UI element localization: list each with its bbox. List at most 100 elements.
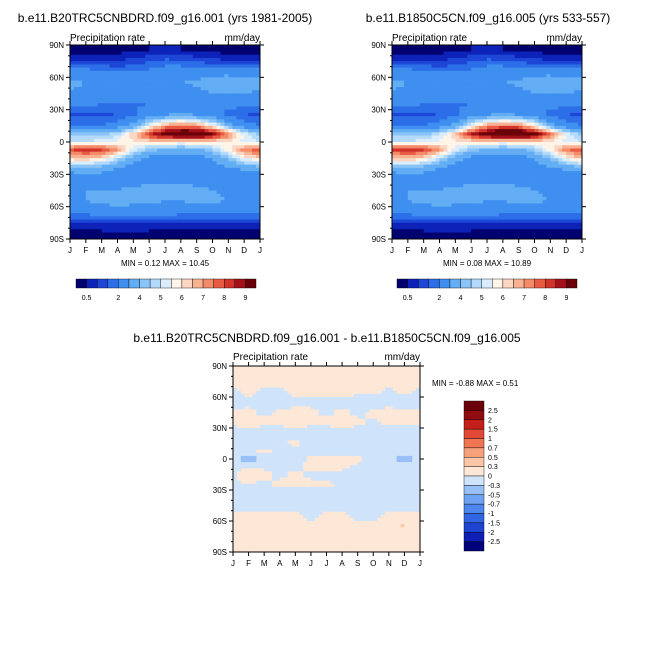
heatmap-cell	[117, 125, 122, 130]
heatmap-cell	[407, 174, 413, 178]
heatmap-cell	[403, 61, 409, 65]
heatmap-cell	[471, 125, 476, 130]
heatmap-cell	[570, 154, 575, 159]
heatmap-cell	[216, 193, 221, 198]
heatmap-cell	[248, 132, 253, 136]
heatmap-cell	[184, 61, 190, 65]
heatmap-cell	[224, 219, 229, 224]
heatmap-cell	[451, 171, 456, 175]
heatmap-cell	[117, 154, 122, 159]
heatmap-cell	[236, 93, 241, 98]
heatmap-cell	[479, 158, 484, 162]
heatmap-cell	[451, 129, 456, 133]
heatmap-cell	[550, 135, 555, 140]
heatmap-cell	[113, 48, 118, 52]
heatmap-cell	[471, 148, 476, 153]
heatmap-cell	[455, 158, 460, 162]
heatmap-cell	[502, 148, 508, 153]
heatmap-cell	[129, 226, 134, 230]
heatmap-cell	[490, 145, 496, 149]
heatmap-cell	[105, 187, 110, 191]
heatmap-cell	[395, 135, 401, 140]
heatmap-cell	[97, 158, 103, 162]
heatmap-cell	[161, 45, 166, 49]
heatmap-cell	[439, 145, 444, 149]
heatmap-cell	[236, 64, 241, 69]
heatmap-cell	[129, 93, 134, 98]
heatmap-cell	[93, 206, 99, 211]
heatmap-cell	[153, 51, 158, 56]
heatmap-cell	[510, 167, 516, 172]
heatmap-cell	[256, 148, 261, 153]
heatmap-cell	[101, 67, 107, 72]
heatmap-cell	[407, 74, 413, 78]
heatmap-cell	[129, 45, 134, 49]
heatmap-cell	[180, 164, 186, 169]
heatmap-cell	[109, 222, 114, 227]
heatmap-cell	[70, 235, 75, 240]
heatmap-cell	[459, 145, 464, 149]
heatmap-cell	[459, 67, 464, 72]
heatmap-cell	[506, 145, 512, 149]
heatmap-cell	[427, 158, 432, 162]
heatmap-cell	[172, 90, 178, 94]
heatmap-cell	[145, 64, 150, 69]
heatmap-cell	[77, 154, 83, 159]
heatmap-cell	[212, 235, 217, 240]
heatmap-cell	[467, 96, 472, 101]
heatmap-cell	[463, 99, 468, 104]
heatmap-cell	[550, 132, 555, 136]
heatmap-cell	[70, 184, 75, 188]
heatmap-cell	[200, 174, 205, 178]
heatmap-cell	[117, 64, 122, 69]
heatmap-cell	[81, 54, 87, 59]
heatmap-cell	[204, 67, 209, 72]
heatmap-cell	[439, 151, 444, 156]
heatmap-cell	[85, 70, 91, 75]
heatmap-cell	[93, 200, 99, 204]
heatmap-cell	[200, 196, 205, 201]
heatmap-cell	[538, 142, 543, 146]
heatmap-cell	[399, 51, 405, 56]
heatmap-cell	[232, 67, 237, 72]
heatmap-cell	[208, 106, 213, 111]
heatmap-cell	[101, 80, 107, 85]
heatmap-cell	[459, 174, 464, 178]
heatmap-cell	[89, 122, 95, 127]
heatmap-cell	[494, 54, 500, 59]
heatmap-cell	[502, 67, 508, 72]
heatmap-cell	[554, 54, 559, 59]
heatmap-cell	[137, 77, 142, 81]
heatmap-cell	[546, 158, 551, 162]
heatmap-cell	[168, 122, 174, 127]
heatmap-cell	[188, 142, 194, 146]
heatmap-cell	[407, 80, 413, 85]
heatmap-cell	[188, 145, 194, 149]
heatmap-cell	[113, 196, 118, 201]
heatmap-cell	[411, 161, 417, 166]
heatmap-cell	[224, 184, 229, 188]
heatmap-cell	[550, 171, 555, 175]
heatmap-cell	[487, 93, 492, 98]
heatmap-cell	[240, 154, 245, 159]
heatmap-cell	[522, 151, 527, 156]
heatmap-cell	[530, 93, 535, 98]
heatmap-cell	[153, 54, 158, 59]
heatmap-cell	[530, 57, 535, 62]
heatmap-cell	[97, 171, 103, 175]
heatmap-cell	[70, 93, 75, 98]
heatmap-cell	[252, 164, 257, 169]
heatmap-cell	[240, 138, 245, 143]
heatmap-cell	[479, 171, 484, 175]
heatmap-cell	[471, 109, 476, 114]
heatmap-cell	[558, 154, 563, 159]
heatmap-cell	[399, 57, 405, 62]
heatmap-cell	[184, 132, 190, 136]
heatmap-cell	[188, 99, 194, 104]
heatmap-cell	[157, 190, 162, 195]
heatmap-cell	[487, 138, 492, 143]
heatmap-cell	[399, 64, 405, 69]
heatmap-cell	[392, 116, 397, 120]
heatmap-cell	[200, 203, 205, 208]
heatmap-cell	[141, 219, 146, 224]
